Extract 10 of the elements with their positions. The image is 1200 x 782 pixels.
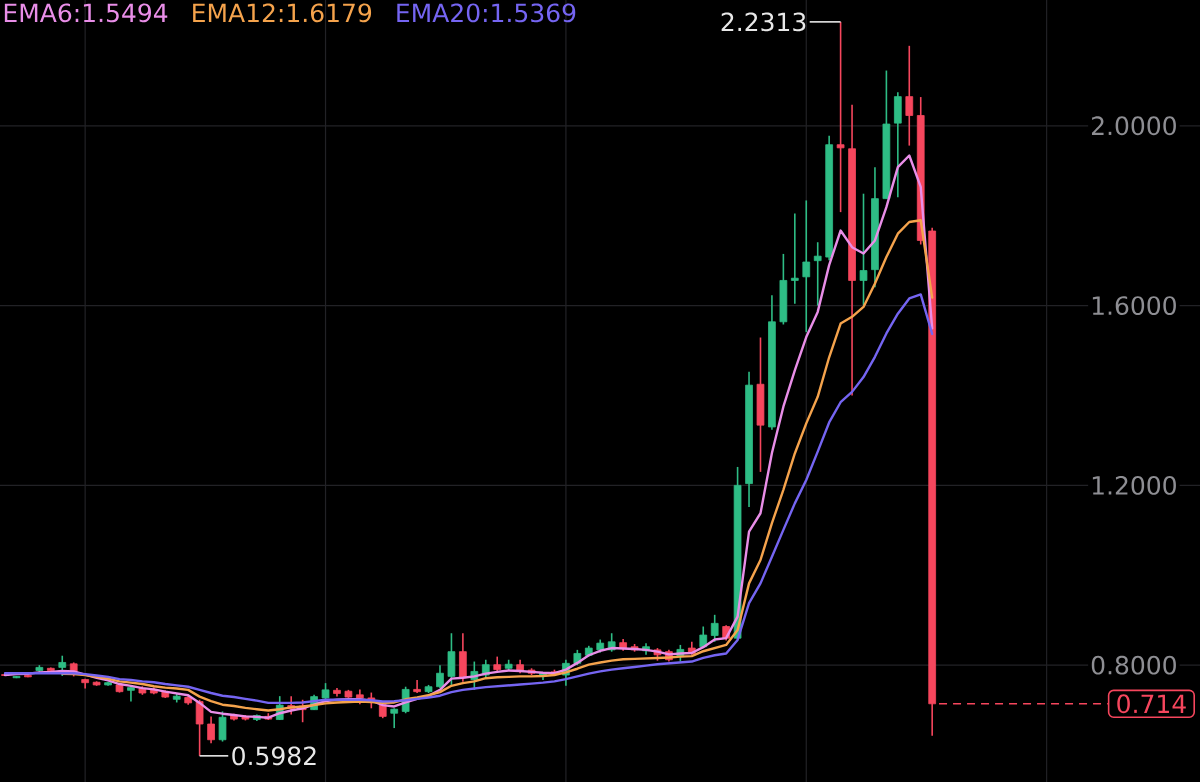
text: EMA6:1.5494 bbox=[4, 3, 168, 23]
y-tick-label: 1.2000 bbox=[1092, 475, 1176, 495]
y-tick-label: 1.6000 bbox=[1092, 296, 1176, 316]
text: EMA20:1.5369 bbox=[397, 3, 576, 23]
text: EMA12:1.6179 bbox=[193, 3, 372, 23]
annotation: 0.5982 bbox=[232, 746, 316, 766]
annotation: 2.2313 bbox=[721, 12, 806, 32]
y-tick-label: 2.0000 bbox=[1091, 116, 1176, 136]
text: 0.714 bbox=[1117, 694, 1186, 714]
y-tick-label: 0.8000 bbox=[1091, 655, 1176, 675]
